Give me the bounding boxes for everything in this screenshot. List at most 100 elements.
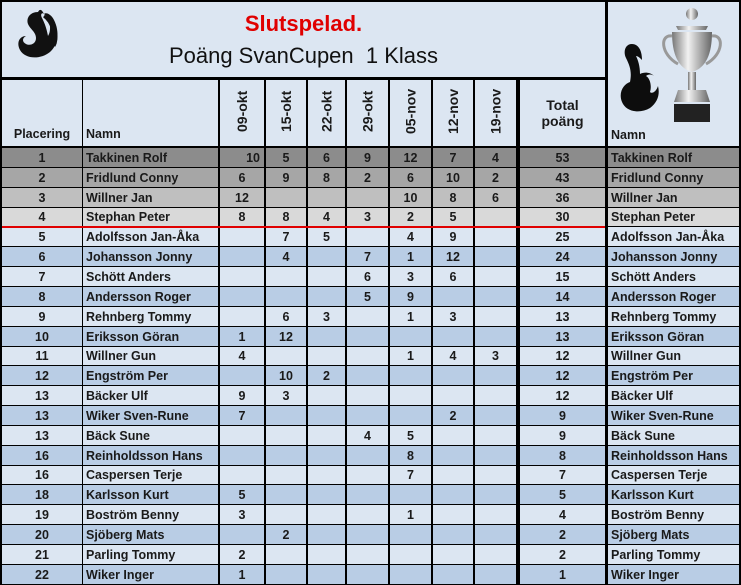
row-score: 6 bbox=[347, 267, 388, 286]
row-score bbox=[308, 545, 345, 564]
row-score bbox=[390, 525, 431, 544]
row-placering: 19 bbox=[2, 505, 82, 524]
row-name-right: Rehnberg Tommy bbox=[608, 307, 739, 326]
row-score: 5 bbox=[390, 426, 431, 445]
row-score: 2 bbox=[475, 168, 516, 187]
row-score bbox=[347, 307, 388, 326]
row-score: 4 bbox=[475, 148, 516, 167]
row-total: 13 bbox=[520, 307, 605, 326]
column-header-date: 09-okt bbox=[220, 80, 264, 146]
row-score bbox=[433, 386, 473, 405]
row-name: Stephan Peter bbox=[83, 208, 218, 226]
row-score: 9 bbox=[433, 227, 473, 246]
row-name: Reinholdsson Hans bbox=[83, 446, 218, 465]
column-header-date: 22-okt bbox=[308, 80, 345, 146]
column-header-total: Total poäng bbox=[520, 80, 605, 146]
row-score bbox=[220, 366, 264, 385]
row-score bbox=[475, 525, 516, 544]
row-total: 12 bbox=[520, 347, 605, 365]
row-placering: 1 bbox=[2, 148, 82, 167]
row-placering: 22 bbox=[2, 565, 82, 584]
row-score bbox=[266, 466, 306, 484]
row-score: 4 bbox=[220, 347, 264, 365]
row-score bbox=[433, 505, 473, 524]
row-score bbox=[347, 188, 388, 207]
row-name: Parling Tommy bbox=[83, 545, 218, 564]
row-name: Adolfsson Jan-Åka bbox=[83, 227, 218, 246]
row-score bbox=[347, 565, 388, 584]
row-name: Schött Anders bbox=[83, 267, 218, 286]
row-name-right: Parling Tommy bbox=[608, 545, 739, 564]
row-score bbox=[308, 505, 345, 524]
row-score bbox=[308, 446, 345, 465]
row-score: 7 bbox=[220, 406, 264, 425]
row-score: 5 bbox=[433, 208, 473, 226]
row-total: 12 bbox=[520, 386, 605, 405]
row-score: 1 bbox=[390, 247, 431, 266]
row-name: Takkinen Rolf bbox=[83, 148, 218, 167]
row-name: Wiker Sven-Rune bbox=[83, 406, 218, 425]
row-placering: 13 bbox=[2, 386, 82, 405]
row-score: 9 bbox=[220, 386, 264, 405]
row-score bbox=[266, 545, 306, 564]
row-placering: 3 bbox=[2, 188, 82, 207]
row-score: 4 bbox=[266, 247, 306, 266]
swan-icon bbox=[8, 8, 68, 74]
row-total: 2 bbox=[520, 545, 605, 564]
row-name-right: Johansson Jonny bbox=[608, 247, 739, 266]
page-subtitle: Poäng SvanCupen 1 Klass bbox=[168, 42, 439, 68]
row-score: 5 bbox=[266, 148, 306, 167]
row-score bbox=[390, 406, 431, 425]
row-total: 9 bbox=[520, 406, 605, 425]
row-name-right: Eriksson Göran bbox=[608, 327, 739, 346]
row-total: 25 bbox=[520, 227, 605, 246]
row-score: 12 bbox=[433, 247, 473, 266]
row-score: 2 bbox=[433, 406, 473, 425]
row-score bbox=[347, 485, 388, 504]
row-score: 4 bbox=[347, 426, 388, 445]
row-score bbox=[308, 466, 345, 484]
title-block: Slutspelad. Poäng SvanCupen 1 Klass bbox=[2, 2, 605, 77]
row-score: 12 bbox=[390, 148, 431, 167]
row-score bbox=[266, 426, 306, 445]
row-name-right: Caspersen Terje bbox=[608, 466, 739, 484]
row-score bbox=[347, 505, 388, 524]
row-name-right: Wiker Sven-Rune bbox=[608, 406, 739, 425]
row-score bbox=[308, 565, 345, 584]
row-score bbox=[475, 386, 516, 405]
row-score bbox=[475, 406, 516, 425]
row-name-right: Engström Per bbox=[608, 366, 739, 385]
row-score: 5 bbox=[308, 227, 345, 246]
row-score: 9 bbox=[266, 168, 306, 187]
row-score bbox=[266, 505, 306, 524]
column-header-date: 05-nov bbox=[390, 80, 431, 146]
row-score: 4 bbox=[390, 227, 431, 246]
row-score bbox=[308, 406, 345, 425]
row-placering: 11 bbox=[2, 347, 82, 365]
row-total: 9 bbox=[520, 426, 605, 445]
row-name-right: Willner Jan bbox=[608, 188, 739, 207]
row-name-right: Boström Benny bbox=[608, 505, 739, 524]
row-score bbox=[475, 208, 516, 226]
row-total: 53 bbox=[520, 148, 605, 167]
row-score bbox=[266, 406, 306, 425]
row-score: 10 bbox=[220, 148, 264, 167]
row-score bbox=[475, 267, 516, 286]
row-score: 12 bbox=[220, 188, 264, 207]
row-total: 13 bbox=[520, 327, 605, 346]
row-total: 15 bbox=[520, 267, 605, 286]
row-score: 8 bbox=[220, 208, 264, 226]
column-header-date: 12-nov bbox=[433, 80, 473, 146]
row-score bbox=[475, 327, 516, 346]
row-score: 5 bbox=[347, 287, 388, 306]
row-score bbox=[433, 426, 473, 445]
row-score bbox=[433, 525, 473, 544]
row-name-right: Adolfsson Jan-Åka bbox=[608, 227, 739, 246]
row-score: 6 bbox=[433, 267, 473, 286]
row-name: Bäck Sune bbox=[83, 426, 218, 445]
row-score bbox=[308, 287, 345, 306]
row-score bbox=[347, 545, 388, 564]
row-placering: 6 bbox=[2, 247, 82, 266]
column-header-date: 15-okt bbox=[266, 80, 306, 146]
row-score: 6 bbox=[266, 307, 306, 326]
